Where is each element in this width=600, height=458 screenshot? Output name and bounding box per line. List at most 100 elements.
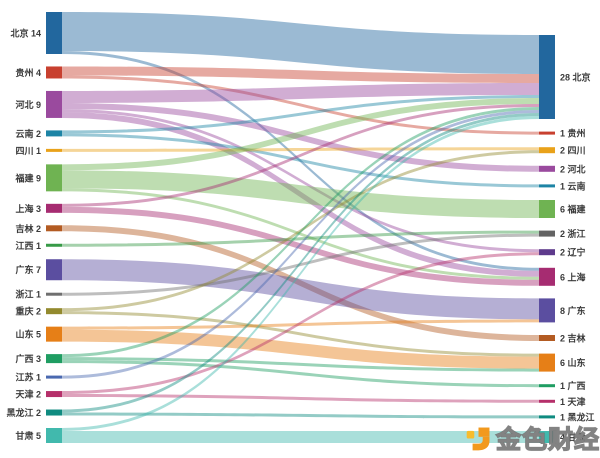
node-right-吉林[interactable] [539, 335, 555, 341]
link-福建-北京[interactable] [62, 98, 539, 171]
link-吉林-吉林[interactable] [62, 225, 539, 341]
link-云南-北京[interactable] [62, 95, 539, 134]
label-left-天津: 天津 2 [15, 389, 41, 400]
node-left-贵州[interactable] [46, 66, 62, 79]
link-天津-天津[interactable] [62, 394, 539, 403]
label-right-北京: 28 北京 [560, 72, 591, 83]
node-left-上海[interactable] [46, 203, 62, 213]
node-left-江西[interactable] [46, 243, 62, 247]
label-right-辽宁: 2 辽宁 [560, 247, 586, 258]
link-云南-云南[interactable] [62, 133, 539, 188]
node-left-云南[interactable] [46, 130, 62, 137]
node-right-辽宁[interactable] [539, 249, 555, 256]
node-right-天津[interactable] [539, 399, 555, 403]
link-河北-河北[interactable] [62, 102, 539, 172]
label-right-吉林: 2 吉林 [560, 333, 587, 344]
label-right-贵州: 1 贵州 [560, 128, 586, 139]
node-right-山东[interactable] [539, 353, 555, 372]
node-right-广东[interactable] [539, 298, 555, 323]
label-right-黑龙江: 1 黑龙江 [560, 411, 595, 422]
node-right-福建[interactable] [539, 200, 555, 218]
label-left-北京: 北京 14 [10, 28, 41, 39]
link-福建-福建[interactable] [62, 170, 539, 218]
node-right-河北[interactable] [539, 165, 555, 172]
link-甘肃-甘肃[interactable] [62, 431, 539, 443]
node-right-云南[interactable] [539, 184, 555, 188]
node-left-广西[interactable] [46, 354, 62, 364]
link-贵州-北京[interactable] [62, 66, 539, 83]
label-left-吉林: 吉林 2 [15, 223, 41, 234]
label-left-江苏: 江苏 1 [15, 372, 41, 383]
label-left-福建: 福建 9 [14, 172, 41, 183]
label-right-甘肃: 4 甘肃 [560, 432, 586, 443]
node-left-广东[interactable] [46, 259, 62, 281]
label-left-云南: 云南 2 [15, 128, 41, 139]
link-广西-山东[interactable] [62, 357, 539, 372]
node-left-福建[interactable] [46, 164, 62, 192]
label-right-上海: 6 上海 [560, 271, 586, 282]
node-right-甘肃[interactable] [539, 431, 555, 443]
link-河北-上海[interactable] [62, 111, 539, 277]
label-right-福建: 6 福建 [560, 204, 587, 215]
link-广西-北京[interactable] [62, 107, 539, 358]
link-黑龙江-北京[interactable] [62, 113, 539, 413]
link-山东-山东[interactable] [62, 329, 539, 369]
link-江西-浙江[interactable] [62, 230, 539, 247]
label-right-河北: 2 河北 [560, 163, 586, 174]
node-left-天津[interactable] [46, 391, 62, 398]
node-right-广西[interactable] [539, 384, 555, 388]
node-left-重庆[interactable] [46, 308, 62, 315]
node-right-黑龙江[interactable] [539, 415, 555, 419]
link-广东-广东[interactable] [62, 259, 539, 320]
label-left-重庆: 重庆 2 [15, 306, 41, 317]
label-right-广西: 1 广西 [560, 380, 586, 391]
node-left-江苏[interactable] [46, 375, 62, 379]
label-right-云南: 1 云南 [560, 180, 586, 191]
node-left-河北[interactable] [46, 90, 62, 118]
label-left-江西: 江西 1 [15, 240, 41, 251]
link-河北-北京[interactable] [62, 83, 539, 103]
node-right-四川[interactable] [539, 147, 555, 154]
link-黑龙江-黑龙江[interactable] [62, 412, 539, 419]
link-广西-广西[interactable] [62, 360, 539, 388]
label-left-河北: 河北 9 [15, 99, 41, 110]
link-上海-上海[interactable] [62, 206, 539, 286]
node-left-四川[interactable] [46, 148, 62, 152]
node-right-贵州[interactable] [539, 131, 555, 135]
node-right-上海[interactable] [539, 267, 555, 286]
label-left-上海: 上海 3 [15, 203, 41, 214]
link-重庆-四川[interactable] [62, 150, 539, 312]
node-left-浙江[interactable] [46, 292, 62, 296]
link-重庆-山东[interactable] [62, 311, 539, 357]
link-甘肃-北京[interactable] [62, 116, 539, 431]
link-山东-广东[interactable] [62, 319, 539, 330]
link-四川-四川[interactable] [62, 147, 539, 152]
node-right-浙江[interactable] [539, 230, 555, 237]
label-right-浙江: 2 浙江 [560, 228, 586, 239]
link-贵州-贵州[interactable] [62, 75, 539, 135]
link-河北-辽宁[interactable] [62, 108, 539, 253]
link-福建-上海[interactable] [62, 188, 539, 280]
node-left-山东[interactable] [46, 326, 62, 342]
node-left-黑龙江[interactable] [46, 409, 62, 416]
label-right-天津: 1 天津 [560, 396, 586, 407]
label-left-贵州: 贵州 4 [15, 67, 41, 78]
node-left-甘肃[interactable] [46, 428, 62, 443]
link-上海-北京[interactable] [62, 104, 539, 207]
node-left-北京[interactable] [46, 12, 62, 54]
label-left-黑龙江: 黑龙江 2 [6, 407, 41, 418]
label-left-山东: 山东 5 [15, 329, 41, 340]
label-right-山东: 6 山东 [560, 357, 586, 368]
label-right-广东: 8 广东 [560, 305, 586, 316]
link-北京-上海[interactable] [62, 51, 539, 271]
link-北京-北京[interactable] [62, 12, 539, 74]
link-浙江-浙江[interactable] [62, 233, 539, 296]
node-left-吉林[interactable] [46, 225, 62, 232]
label-left-四川: 四川 1 [15, 146, 41, 156]
link-天津-辽宁[interactable] [62, 252, 539, 395]
link-江苏-北京[interactable] [62, 110, 539, 379]
label-left-广东: 广东 7 [15, 264, 41, 275]
node-right-北京[interactable] [539, 35, 555, 119]
